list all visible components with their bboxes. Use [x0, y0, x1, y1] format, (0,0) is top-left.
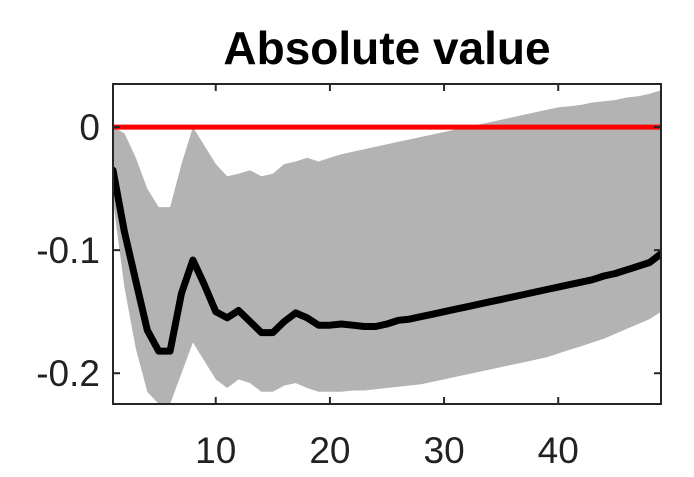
- plot-area: [113, 90, 661, 404]
- x-tick-label: 10: [195, 430, 236, 471]
- estimate-line: [113, 166, 661, 355]
- axes-frame: [112, 83, 662, 405]
- plot-content: [113, 90, 661, 404]
- x-tick-label: 40: [538, 430, 579, 471]
- y-tick-label: 0: [79, 107, 100, 148]
- axes: 10 20 30 40 0 -0.1 -0.2: [36, 83, 662, 471]
- confidence-band: [113, 90, 661, 404]
- x-tick-label: 30: [424, 430, 465, 471]
- y-tick-label: -0.2: [36, 353, 100, 394]
- y-tick-label: -0.1: [36, 230, 100, 271]
- chart-title: Absolute value: [223, 22, 550, 74]
- x-tick-label: 20: [309, 430, 350, 471]
